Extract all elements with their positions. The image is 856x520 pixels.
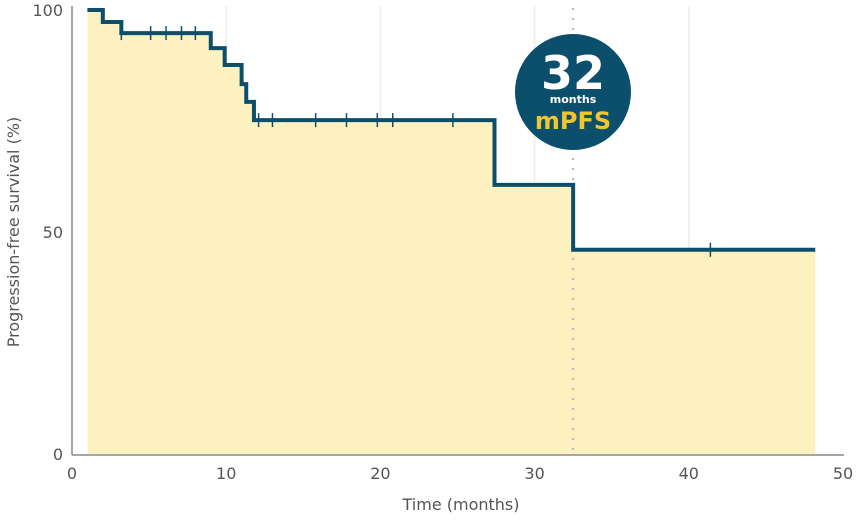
badge-value: 32 [541,46,605,100]
y-tick-labels: 0 50 100 [32,1,63,464]
survival-fill-area [87,10,816,454]
x-tick-label: 30 [524,464,544,483]
x-tick-labels: 0 10 20 30 40 50 [67,464,853,483]
censor-marks [120,26,712,257]
survival-curve [87,8,816,252]
badge-circle [515,34,631,150]
y-tick-label: 50 [43,223,63,242]
x-tick-label: 40 [679,464,699,483]
mpfs-badge: 32 months mPFS [515,34,631,150]
x-tick-label: 0 [67,464,77,483]
y-tick-label: 0 [53,445,63,464]
x-tick-label: 20 [370,464,390,483]
badge-label: mPFS [535,107,611,135]
y-tick-label: 100 [32,1,63,20]
badge-unit: months [550,93,597,106]
x-tick-label: 10 [216,464,236,483]
y-axis-title: Progression-free survival (%) [4,117,23,348]
x-axis-title: Time (months) [402,495,520,514]
x-tick-label: 50 [833,464,853,483]
